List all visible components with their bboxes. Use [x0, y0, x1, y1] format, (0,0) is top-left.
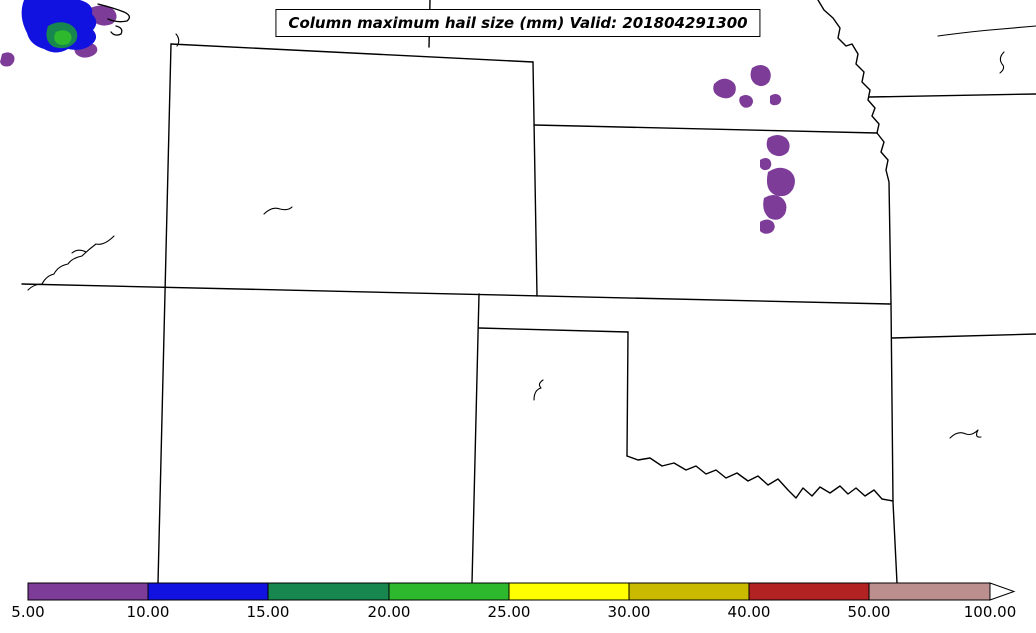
state-border-oklahoma-east: [890, 302, 898, 584]
river-flaming-gorge: [175, 33, 180, 47]
state-border-west-109w: [157, 43, 172, 584]
state-border-colorado-north-41n: [170, 43, 534, 63]
colorbar-tick-label: 5.00: [11, 603, 45, 621]
state-border-texas-oklahoma-100w: [626, 331, 629, 457]
colorbar-segment-5-10: [27, 582, 149, 601]
colorbar-tick-label: 10.00: [126, 603, 170, 621]
colorbar-segment-20-25: [388, 582, 510, 601]
state-border-kansas-missouri: [876, 132, 892, 304]
contour-outline: [110, 25, 123, 36]
hail-patch: [713, 78, 736, 99]
state-border-red-river: [626, 455, 894, 502]
hail-contour-edges-northwest: [97, 3, 131, 36]
colorbar-segment-50-100: [868, 582, 991, 601]
colorbar-segment-25-30: [508, 582, 630, 601]
river-upper-right: [937, 25, 1036, 37]
hail-patch: [760, 158, 772, 171]
hail-patch: [770, 94, 782, 106]
state-border-missouri-arkansas: [891, 333, 1036, 339]
state-border-37n-parallel: [21, 283, 891, 305]
colorbar: [27, 582, 1016, 601]
colorbar-tick-label: 15.00: [246, 603, 290, 621]
colorbar-tick-label: 30.00: [607, 603, 651, 621]
state-border-newmexico-texas-103w: [471, 293, 480, 584]
hail-patch: [750, 65, 771, 87]
hail-patch: [766, 167, 795, 197]
hail-patch: [766, 135, 790, 157]
river-des-moines: [999, 51, 1005, 74]
state-border-iowa-missouri: [868, 93, 1036, 98]
state-border-colorado-east-102w: [532, 61, 538, 297]
colorbar-segment-30-40: [628, 582, 750, 601]
state-border-nebraska-kansas-40n: [533, 124, 878, 134]
colorbar-tick-label: 100.00: [963, 603, 1017, 621]
hail-patch: [760, 219, 775, 234]
hail-contour-green-northwest: [54, 30, 72, 45]
colorbar-segment-40-50: [748, 582, 870, 601]
plot-title: Column maximum hail size (mm) Valid: 201…: [275, 9, 761, 37]
river-canadian: [533, 379, 544, 401]
state-border-oklahoma-panhandle-south: [478, 327, 629, 333]
state-border-missouri-river-nebraska: [817, 0, 880, 134]
river-colorado-rockies: [263, 206, 293, 215]
hail-contours-purple-nebraska-kansas: [713, 65, 795, 234]
colorbar-tick-label: 20.00: [367, 603, 411, 621]
colorbar-tick-label: 50.00: [847, 603, 891, 621]
river-arkansas-fort-smith: [949, 429, 982, 439]
colorbar-segment-15-20: [267, 582, 390, 601]
colorbar-tick-label: 25.00: [487, 603, 531, 621]
hail-patch: [739, 95, 753, 108]
colorbar-segment-10-15: [147, 582, 269, 601]
river-colorado-utah: [27, 235, 115, 291]
colorbar-extend-arrow: [989, 582, 1016, 601]
contour-outline: [97, 3, 131, 23]
hail-patch: [0, 52, 15, 67]
rivers: [27, 25, 1036, 439]
colorbar-tick-label: 40.00: [727, 603, 771, 621]
hail-patch: [763, 195, 787, 220]
river-colorado-branch: [71, 249, 87, 254]
state-borders: [21, 0, 1036, 584]
